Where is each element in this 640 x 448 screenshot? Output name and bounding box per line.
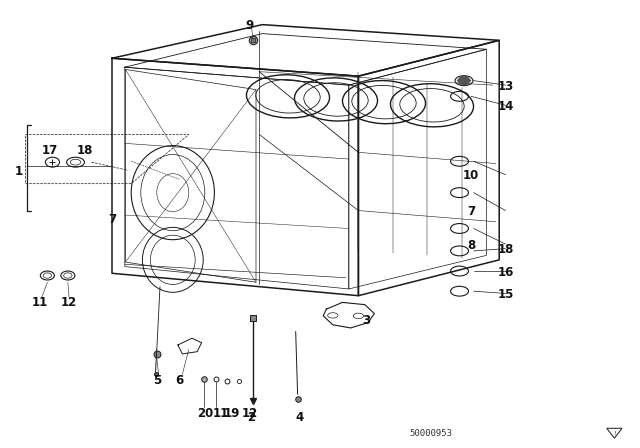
Text: 20: 20 [196, 406, 213, 420]
Text: 10: 10 [463, 169, 479, 182]
Text: 12: 12 [241, 406, 258, 420]
Text: 9: 9 [246, 19, 253, 33]
Text: 8: 8 [467, 239, 475, 252]
Text: 50000953: 50000953 [410, 429, 452, 438]
Text: 18: 18 [76, 144, 93, 158]
Text: 16: 16 [497, 266, 514, 279]
Text: 13: 13 [497, 79, 514, 93]
Text: 3: 3 [362, 314, 370, 327]
Text: 11: 11 [31, 296, 48, 309]
Polygon shape [458, 77, 470, 85]
Text: !: ! [613, 431, 616, 436]
Text: 18: 18 [497, 243, 514, 257]
Text: 4: 4 [296, 411, 303, 424]
Text: 15: 15 [497, 288, 514, 302]
Text: 7: 7 [108, 213, 116, 226]
Text: 6: 6 [175, 374, 183, 388]
Text: 2: 2 [247, 411, 255, 424]
Text: 5: 5 [154, 374, 161, 388]
Text: 17: 17 [42, 144, 58, 158]
Text: 12: 12 [61, 296, 77, 309]
Text: 19: 19 [224, 406, 241, 420]
Text: 7: 7 [467, 205, 475, 218]
Text: 14: 14 [497, 100, 514, 113]
Text: 11: 11 [212, 406, 229, 420]
Text: 1: 1 [15, 164, 23, 178]
